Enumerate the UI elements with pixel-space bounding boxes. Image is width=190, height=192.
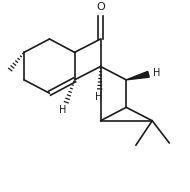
Text: H: H <box>59 105 67 115</box>
Text: H: H <box>95 92 102 102</box>
Polygon shape <box>126 71 149 80</box>
Text: O: O <box>96 2 105 12</box>
Text: H: H <box>153 68 160 78</box>
